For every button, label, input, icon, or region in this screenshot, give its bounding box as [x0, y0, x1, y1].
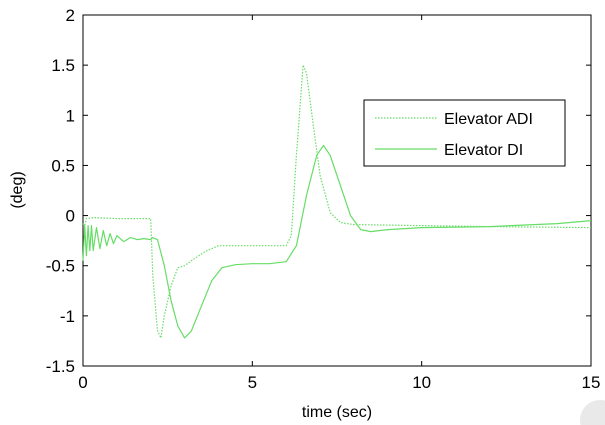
series-layer [82, 64, 592, 339]
axis-ticks [82, 14, 592, 367]
corner-decoration [580, 400, 605, 425]
x-tick-label: 10 [412, 373, 431, 392]
x-tick-label: 15 [582, 373, 601, 392]
y-axis-label: (deg) [9, 171, 26, 208]
x-tick-label: 5 [248, 373, 257, 392]
y-tick-label: 0 [66, 207, 75, 226]
series-line-elevator-adi [82, 64, 592, 339]
y-tick-label: 0.5 [51, 156, 75, 175]
x-tick-label: 0 [78, 373, 87, 392]
legend-label-elevator-di: Elevator DI [444, 142, 523, 159]
plot-area [82, 14, 592, 367]
legend-box [363, 99, 566, 167]
tick-labels: 0 5 10 15 2 1.5 1 0.5 0 -0.5 -1 -1.5 [46, 6, 601, 392]
y-tick-label: 1 [66, 106, 75, 125]
legend: Elevator ADI Elevator DI [363, 99, 566, 167]
y-tick-label: -1.5 [46, 357, 75, 376]
series-line-elevator-di [82, 144, 592, 339]
legend-label-elevator-adi: Elevator ADI [444, 111, 533, 128]
y-tick-label: 2 [66, 6, 75, 25]
y-tick-label: 1.5 [51, 56, 75, 75]
y-tick-label: -1 [60, 307, 75, 326]
x-axis-label: time (sec) [302, 404, 372, 421]
y-tick-label: -0.5 [46, 257, 75, 276]
